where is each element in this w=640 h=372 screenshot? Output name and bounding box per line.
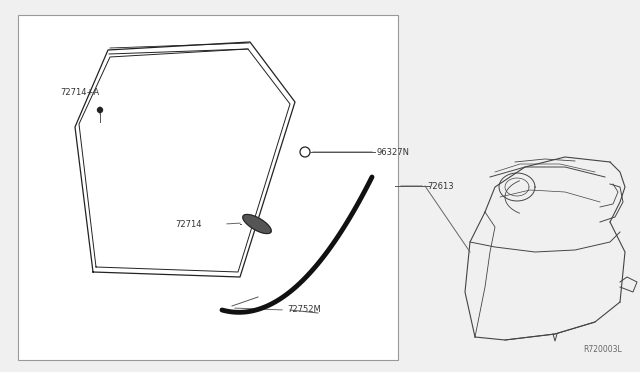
Text: 72752M: 72752M bbox=[287, 305, 321, 314]
Text: 72613: 72613 bbox=[427, 182, 454, 190]
Text: 96327N: 96327N bbox=[377, 148, 410, 157]
Circle shape bbox=[300, 147, 310, 157]
Text: 72714+A: 72714+A bbox=[60, 87, 99, 96]
Circle shape bbox=[97, 108, 102, 112]
Text: R720003L: R720003L bbox=[583, 345, 622, 354]
Bar bbox=[18, 15, 398, 360]
Polygon shape bbox=[243, 215, 271, 234]
Text: 72714: 72714 bbox=[175, 219, 202, 228]
